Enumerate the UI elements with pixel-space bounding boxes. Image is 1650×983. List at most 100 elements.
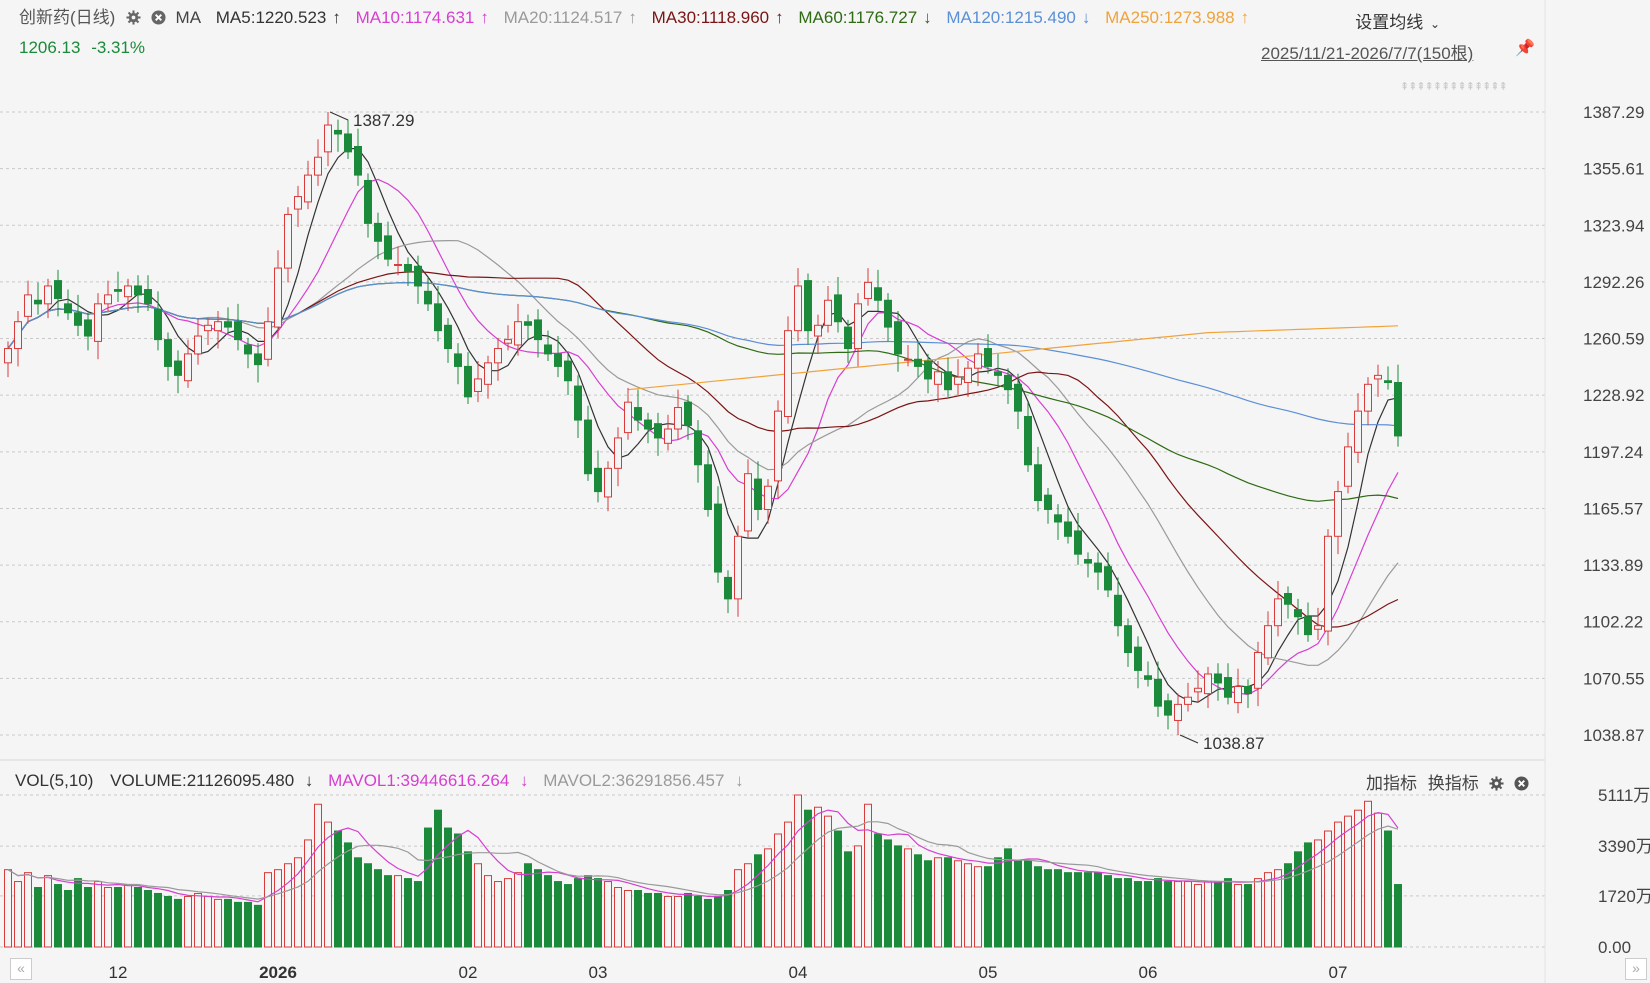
volume-axis: 0.00 1720万 3390万 5111万 (1598, 786, 1650, 957)
ma-settings-label: 设置均线 (1355, 13, 1424, 32)
price-tick-label: 1260.59 (1583, 330, 1644, 349)
volume-bar (674, 895, 682, 948)
candle-body (84, 319, 92, 337)
volume-arrow: ↓ (304, 771, 314, 790)
price-tick-label: 1102.22 (1583, 613, 1643, 632)
scroll-left-button[interactable]: « (10, 958, 32, 980)
volume-bar (1114, 878, 1122, 948)
date-range-link[interactable]: 2025/11/21-2026/7/7(150根) (1261, 44, 1474, 63)
volume-bar (1254, 878, 1262, 948)
candle-body (934, 371, 942, 385)
volume-bars (4, 794, 1402, 948)
drag-handle-icon[interactable]: ⇞⇞⇞⇞⇞⇞⇞⇞⇞⇞⇞⇞⇞ (1400, 81, 1508, 93)
candles (4, 112, 1402, 735)
volume-bar (984, 866, 992, 948)
annotations: 1387.29 1038.87 (329, 111, 1264, 753)
ma-legend: 创新药(日线) MA MA5:1220.523 ↑ MA10:1174.631 ↑ … (19, 6, 1259, 30)
volume-bar (1284, 863, 1292, 948)
volume-bar (994, 857, 1002, 948)
volume-bar (1174, 881, 1182, 948)
volume-bar (124, 884, 132, 948)
volume-bar (734, 869, 742, 948)
close-icon[interactable] (151, 10, 166, 25)
candle-body (124, 285, 132, 298)
volume-tick-label: 0.00 (1598, 938, 1631, 957)
candle-body (914, 358, 922, 367)
mavol1-value: MAVOL1:39446616.264 (328, 771, 510, 790)
volume-bar (474, 863, 482, 948)
candle-body (1104, 566, 1112, 591)
volume-bar (504, 878, 512, 948)
time-tick-label: 07 (1329, 963, 1348, 982)
candle-body (434, 303, 442, 332)
candle-body (774, 410, 782, 482)
scroll-right-button[interactable]: » (1625, 958, 1647, 980)
ma5-line (7, 148, 1399, 703)
candle-body (1114, 594, 1122, 627)
volume-bar (314, 803, 322, 948)
gear-icon[interactable] (126, 10, 141, 25)
candle-body (154, 308, 162, 341)
candle-body (854, 303, 862, 350)
volume-bar (1054, 869, 1062, 948)
candle-body (704, 464, 712, 510)
ma60-arrow: ↓ (923, 8, 932, 27)
candle-body (524, 321, 532, 326)
candle-body (894, 321, 902, 355)
gear-icon[interactable] (1489, 776, 1504, 791)
candle-body (1244, 685, 1252, 695)
candle-body (1214, 673, 1222, 684)
candle-body (1294, 609, 1302, 618)
ma120-arrow: ↓ (1081, 8, 1091, 27)
candle-body (224, 321, 232, 328)
candle-body (1164, 700, 1172, 716)
candle-body (1254, 652, 1262, 689)
volume-bar (764, 848, 772, 948)
volume-bar (104, 887, 112, 948)
close-icon[interactable] (1514, 776, 1529, 791)
volume-tick-label: 5111万 (1598, 786, 1650, 805)
candle-body (1044, 494, 1052, 510)
candle-body (1024, 415, 1032, 466)
price-tick-label: 1070.55 (1583, 669, 1644, 688)
indicator-name: MA (175, 8, 202, 27)
switch-indicator-button[interactable]: 换指标 (1427, 774, 1479, 793)
volume-bar (204, 895, 212, 948)
volume-bar (1144, 881, 1152, 948)
volume-bar (884, 839, 892, 948)
volume-bar (74, 878, 82, 948)
ma10-value: MA10:1174.631 (355, 8, 475, 27)
candle-body (624, 401, 632, 434)
ma-settings-button[interactable]: 设置均线 ⌄ (1355, 8, 1440, 33)
volume-bar (1264, 872, 1272, 948)
volume-bar (94, 881, 102, 948)
price-axis: 1387.29 1355.61 1323.94 1292.26 1260.59 1228.… (1583, 103, 1644, 745)
volume-bar (1214, 881, 1222, 948)
time-tick-label: 02 (459, 963, 478, 982)
volume-bar (274, 869, 282, 948)
candle-body (1284, 593, 1292, 605)
vol-label: VOL(5,10) (15, 771, 94, 790)
volume-bar (684, 892, 692, 948)
volume-bar (244, 901, 252, 948)
candle-body (864, 281, 872, 299)
volume-bar (494, 881, 502, 948)
volume-bar (874, 833, 882, 948)
time-tick-label: 03 (589, 963, 608, 982)
candle-body (374, 222, 382, 242)
candle-body (1354, 410, 1362, 453)
ma60-line (7, 282, 1399, 502)
add-indicator-button[interactable]: 加指标 (1366, 774, 1417, 793)
candle-body (1384, 380, 1392, 384)
candle-body (734, 535, 742, 600)
candle-body (394, 264, 402, 267)
candle-body (514, 321, 522, 346)
ma5-value: MA5:1220.523 (215, 8, 327, 27)
volume-value: VOLUME:21126095.480 (110, 771, 295, 790)
volume-bar (1274, 869, 1282, 948)
ma250-arrow: ↑ (1240, 8, 1250, 27)
candle-body (74, 312, 82, 326)
pin-icon[interactable]: 📌 (1515, 40, 1535, 57)
candle-body (1084, 559, 1092, 564)
